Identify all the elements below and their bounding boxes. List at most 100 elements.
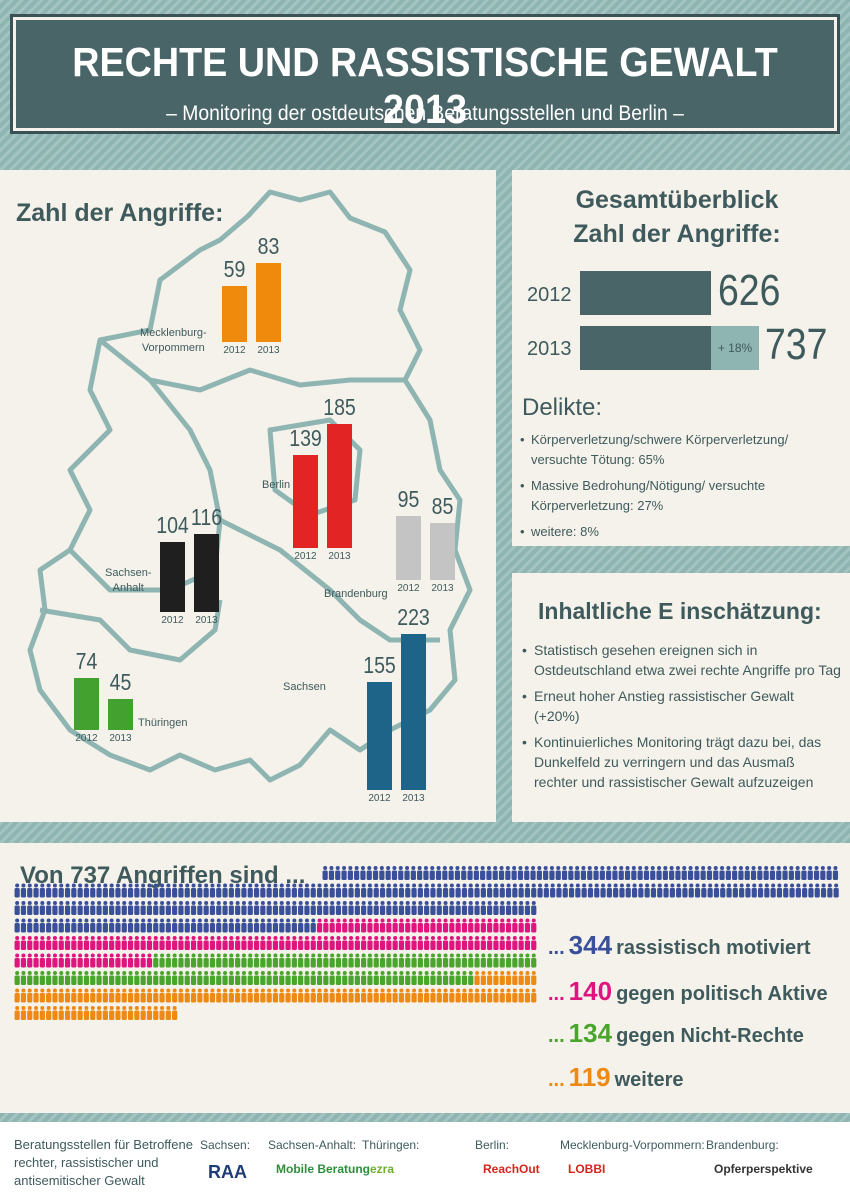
person-icon [316,953,323,968]
person-icon [467,866,473,880]
map-region-label: Sachsen- Anhalt [105,567,152,594]
person-icon [354,971,360,985]
person-icon [115,988,121,1003]
person-icon [298,883,304,898]
person-icon [461,883,468,898]
person-icon [127,953,134,968]
person-icon [127,936,134,950]
person-icon [310,901,316,915]
person-icon [178,883,184,898]
person-icon [411,971,417,985]
person-icon [373,918,379,933]
person-icon [511,866,517,880]
person-icon [720,883,726,898]
person-icon [222,953,228,968]
map-bar-year: 2012 [397,583,420,594]
person-icon [474,988,480,1003]
person-icon [688,883,694,898]
person-icon [260,953,266,968]
person-icon [71,918,77,933]
person-icon [776,866,782,880]
person-icon [146,1006,153,1020]
person-icon [279,971,285,985]
person-icon [279,901,285,915]
person-icon [14,901,20,915]
person-icon [235,883,241,898]
person-icon [392,988,398,1003]
person-icon [436,936,442,950]
person-icon [58,918,64,933]
page-subtitle: – Monitoring der ostdeutschen Beratungss… [166,102,684,125]
person-icon [764,883,770,898]
person-icon [33,936,39,950]
person-icon [90,901,96,915]
person-icon [291,936,297,950]
person-icon [235,988,241,1003]
person-icon [153,988,159,1003]
person-icon [222,971,228,985]
person-icon [102,953,108,968]
person-icon [455,936,461,950]
person-icon [127,971,134,985]
person-icon [115,936,121,950]
person-icon [342,901,348,915]
person-icon [329,953,335,968]
delikte-item: Massive Bedrohung/Nötigung/ versuchte Kö… [520,476,840,516]
person-icon [329,883,335,898]
person-icon [430,953,436,968]
person-icon [392,901,398,915]
person-icon [121,971,127,985]
person-icon [827,883,833,898]
person-icon [518,936,524,950]
map-bar-2012 [367,681,392,790]
person-icon [279,936,285,950]
person-icon [505,883,512,898]
person-icon [153,883,159,898]
person-icon [455,953,461,968]
person-icon [398,971,405,985]
delikte-item: weitere: 8% [520,522,840,542]
person-icon [405,883,411,898]
person-icon [134,883,140,898]
person-icon [354,901,360,915]
legend-dots: ... [548,1025,565,1047]
person-icon [449,901,455,915]
person-icon [90,918,96,933]
person-icon [33,1006,39,1020]
person-icon [424,883,430,898]
overview-year-2012: 2012 [527,284,572,306]
person-icon [323,971,329,985]
person-icon [33,918,39,933]
person-icon [361,901,367,915]
person-icon [487,971,493,985]
person-icon [33,901,39,915]
person-icon [64,971,71,985]
footer-org-label: Mecklenburg-Vorpommern: [560,1138,705,1152]
person-icon [568,883,575,898]
person-icon [763,866,769,880]
person-icon [203,953,209,968]
person-icon [222,918,228,933]
person-icon [260,988,266,1003]
person-icon [77,953,83,968]
person-icon [474,901,480,915]
person-icon [216,918,222,933]
person-icon [524,953,531,968]
person-icon [134,953,140,968]
person-icon [342,988,348,1003]
person-icon [643,866,650,880]
person-icon [348,971,354,985]
person-icon [266,971,272,985]
person-icon [260,936,266,950]
person-icon [820,883,827,898]
person-icon [178,971,184,985]
person-icon [757,866,763,880]
person-icon [455,971,461,985]
person-icon [681,866,687,880]
person-icon [83,936,90,950]
person-icon [518,971,524,985]
person-icon [335,988,342,1003]
person-icon [417,883,423,898]
footer-org-label: Sachsen: [200,1138,251,1152]
person-icon [442,971,449,985]
